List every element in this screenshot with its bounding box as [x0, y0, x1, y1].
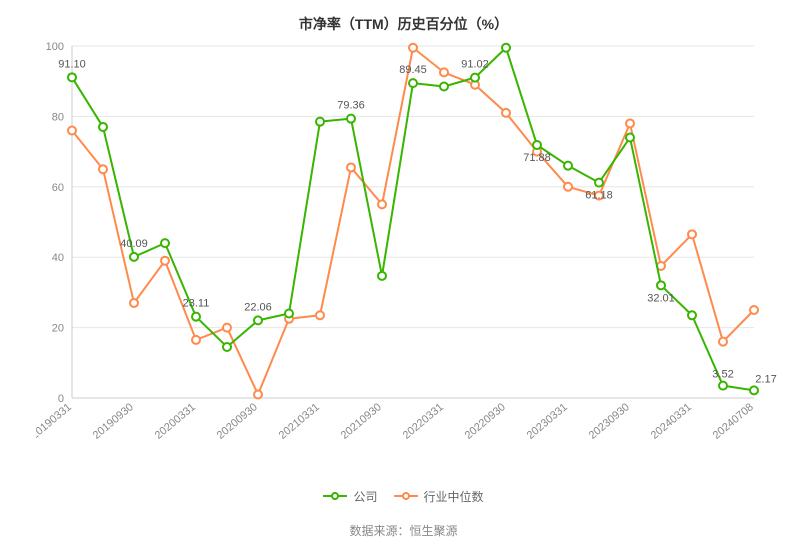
- source-prefix: 数据来源：: [349, 524, 409, 538]
- svg-text:22.06: 22.06: [244, 301, 272, 313]
- legend-label: 公司: [353, 488, 377, 505]
- legend-label: 行业中位数: [424, 488, 484, 505]
- svg-text:2.17: 2.17: [755, 373, 776, 385]
- svg-text:61.18: 61.18: [585, 190, 613, 202]
- svg-text:40.09: 40.09: [120, 238, 148, 250]
- svg-text:91.10: 91.10: [58, 58, 86, 70]
- source-name: 恒生聚源: [410, 524, 458, 538]
- svg-text:71.88: 71.88: [523, 152, 551, 164]
- chart-legend: 公司 行业中位数: [0, 485, 807, 505]
- svg-text:80: 80: [52, 111, 64, 123]
- legend-item-1: 行业中位数: [394, 488, 484, 505]
- data-source: 数据来源：恒生聚源: [0, 522, 807, 539]
- svg-text:100: 100: [46, 41, 64, 53]
- svg-text:89.45: 89.45: [399, 64, 427, 76]
- svg-text:32.01: 32.01: [647, 292, 675, 304]
- svg-text:60: 60: [52, 182, 64, 194]
- chart-title: 市净率（TTM）历史百分位（%）: [0, 14, 807, 34]
- svg-text:20: 20: [52, 323, 64, 335]
- svg-text:40: 40: [52, 252, 64, 264]
- svg-text:3.52: 3.52: [712, 369, 733, 381]
- svg-text:23.11: 23.11: [183, 298, 210, 310]
- legend-item-0: 公司: [323, 488, 377, 505]
- svg-text:91.02: 91.02: [461, 59, 489, 71]
- line-chart: 0204060801002019033120190930202003312020…: [36, 34, 784, 470]
- svg-text:79.36: 79.36: [337, 100, 365, 112]
